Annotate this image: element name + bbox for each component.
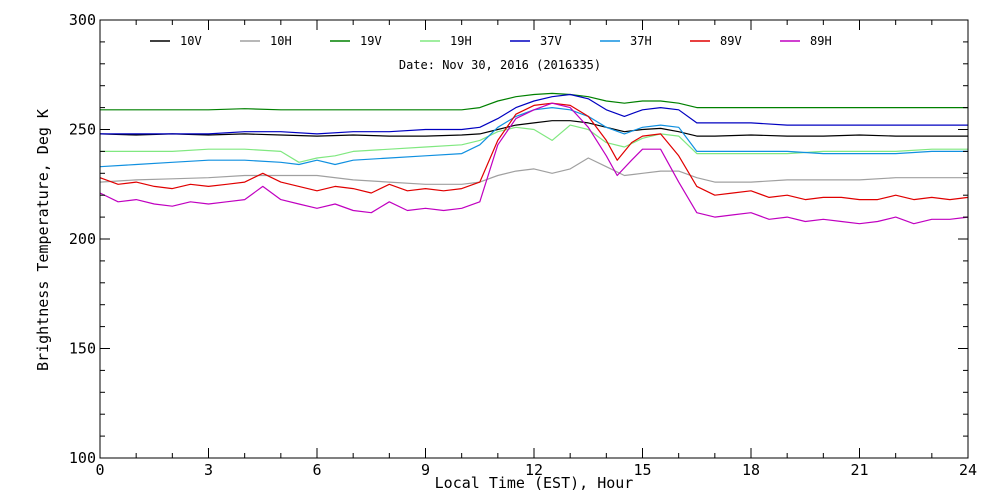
y-tick-label: 300 <box>69 11 96 29</box>
x-tick-label: 0 <box>95 461 104 479</box>
legend-label-37h: 37H <box>630 34 652 48</box>
x-tick-label: 9 <box>421 461 430 479</box>
legend-label-19v: 19V <box>360 34 382 48</box>
series-line-89h <box>99 102 969 225</box>
y-tick-label: 250 <box>69 121 96 139</box>
x-tick-label: 6 <box>312 461 321 479</box>
series-line-10v <box>99 120 968 137</box>
x-tick-label: 18 <box>742 461 760 479</box>
y-tick-label: 100 <box>69 449 96 467</box>
legend-label-10v: 10V <box>180 34 202 48</box>
x-tick-label: 24 <box>959 461 977 479</box>
series-layer <box>99 92 969 225</box>
x-tick-label: 15 <box>633 461 651 479</box>
x-axis-title: Local Time (EST), Hour <box>435 474 634 492</box>
x-tick-label: 3 <box>204 461 213 479</box>
series-line-10h <box>99 157 968 185</box>
legend-label-10h: 10H <box>270 34 292 48</box>
y-tick-label: 200 <box>69 230 96 248</box>
series-line-89v <box>99 102 969 201</box>
series-line-19v <box>100 92 968 111</box>
legend-label-19h: 19H <box>450 34 472 48</box>
x-tick-label: 12 <box>525 461 543 479</box>
series-line-37v <box>100 93 968 135</box>
date-annotation: Date: Nov 30, 2016 (2016335) <box>399 58 601 72</box>
axes-layer: 0 3 6 9 12 15 18 21 24 100 150 200 250 300 <box>69 11 977 479</box>
legend: 10V 10H 19V 19H 37V 37H 89V 89H <box>150 34 832 48</box>
legend-label-89h: 89H <box>810 34 832 48</box>
legend-label-37v: 37V <box>540 34 562 48</box>
y-tick-label: 150 <box>69 340 96 358</box>
series-line-19h <box>100 124 968 163</box>
y-axis-title: Brightness Temperature, Deg K <box>34 109 52 371</box>
series-line-37h <box>99 106 968 168</box>
x-tick-label: 21 <box>850 461 868 479</box>
legend-label-89v: 89V <box>720 34 742 48</box>
plot-frame <box>99 19 969 459</box>
